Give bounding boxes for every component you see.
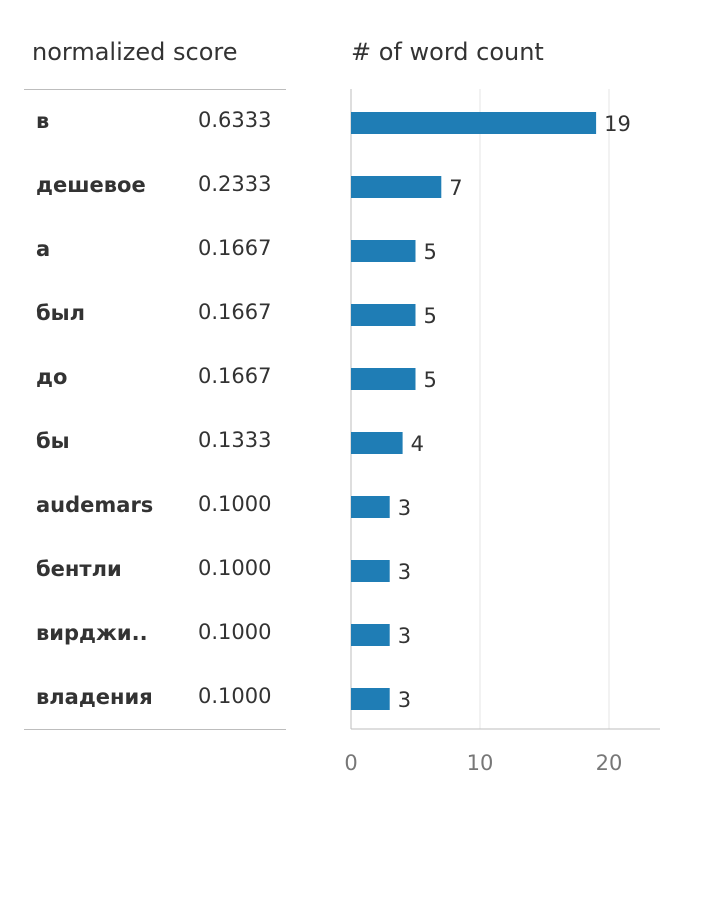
score-header: normalized score <box>32 38 238 66</box>
bar <box>351 304 416 326</box>
x-tick-label: 20 <box>596 751 623 775</box>
word-label: был <box>36 301 86 325</box>
bar-value-label: 5 <box>424 304 437 328</box>
score-value: 0.6333 <box>198 108 272 132</box>
bar <box>351 560 390 582</box>
bar-value-label: 19 <box>604 112 631 136</box>
word-label: владения <box>36 685 153 709</box>
bar <box>351 368 416 390</box>
score-value: 0.1667 <box>198 364 272 388</box>
bar-value-label: 3 <box>398 688 411 712</box>
x-tick-label: 10 <box>467 751 494 775</box>
bar-value-label: 4 <box>411 432 424 456</box>
score-value: 0.1333 <box>198 428 272 452</box>
word-label: вирджи.. <box>36 621 148 645</box>
score-value: 0.1000 <box>198 684 272 708</box>
bar <box>351 240 416 262</box>
word-label: дешевое <box>36 173 146 197</box>
bar-value-label: 7 <box>449 176 462 200</box>
score-value: 0.1667 <box>198 236 272 260</box>
bar <box>351 624 390 646</box>
bar-value-label: 5 <box>424 240 437 264</box>
bar <box>351 176 442 198</box>
bar <box>351 496 390 518</box>
bar <box>351 688 390 710</box>
word-label: audemars <box>36 493 154 517</box>
word-label: до <box>36 365 68 389</box>
score-value: 0.1000 <box>198 620 272 644</box>
score-value: 0.1000 <box>198 492 272 516</box>
bar <box>351 112 597 134</box>
x-tick-label: 0 <box>344 751 357 775</box>
word-label: бентли <box>36 557 122 581</box>
word-label: в <box>36 109 50 133</box>
bar-value-label: 3 <box>398 624 411 648</box>
table-bottom-rule <box>24 729 286 730</box>
bar-value-label: 5 <box>424 368 437 392</box>
header-divider <box>24 89 286 90</box>
bar-value-label: 3 <box>398 560 411 584</box>
word-label: а <box>36 237 51 261</box>
bar <box>351 432 403 454</box>
score-value: 0.2333 <box>198 172 272 196</box>
score-value: 0.1667 <box>198 300 272 324</box>
bar-value-label: 3 <box>398 496 411 520</box>
score-value: 0.1000 <box>198 556 272 580</box>
word-label: бы <box>36 429 70 453</box>
count-header: # of word count <box>351 38 544 66</box>
